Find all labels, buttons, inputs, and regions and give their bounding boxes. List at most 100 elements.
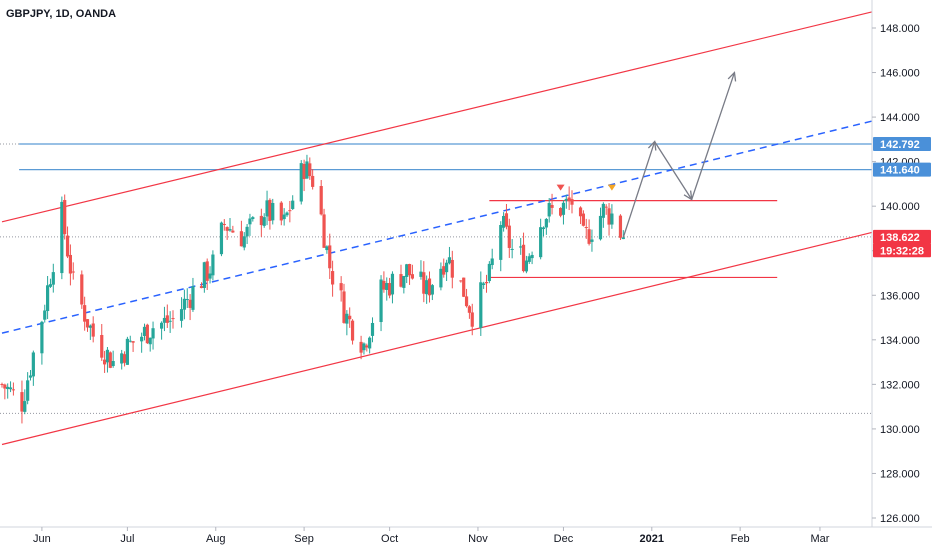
price-tag: [873, 136, 931, 151]
candle-body: [60, 201, 64, 274]
candle-body: [368, 337, 372, 349]
candle-body: [604, 206, 608, 208]
candle-body: [279, 202, 283, 221]
price-tick-label: 148.000: [880, 23, 920, 35]
candle-body: [510, 248, 514, 250]
candle-body: [219, 222, 224, 255]
candle-body: [245, 226, 249, 237]
projection-arrow-line: [654, 141, 693, 200]
candle-body: [607, 208, 611, 225]
candle-body: [262, 217, 266, 226]
time-tick-label: Nov: [468, 533, 488, 545]
candle-body: [504, 213, 509, 227]
candle-body: [322, 214, 326, 248]
candle-body: [499, 225, 503, 260]
candle-body: [299, 163, 303, 202]
candle-body: [168, 320, 172, 322]
candle-body: [390, 273, 395, 295]
countdown-label: 19:32:28: [880, 245, 924, 257]
candle-body: [442, 266, 446, 275]
candle-body: [100, 334, 104, 358]
price-tag: [873, 229, 931, 244]
price-tick-label: 146.000: [880, 68, 920, 80]
candle-body: [68, 254, 72, 274]
candle-body: [288, 210, 292, 212]
candle-body: [425, 280, 429, 295]
time-tick-label: Dec: [554, 533, 574, 545]
candle-body: [345, 313, 349, 324]
price-tick-label: 134.000: [880, 335, 920, 347]
candle-body: [462, 277, 466, 297]
candle-body: [490, 258, 494, 266]
candle-body: [331, 271, 335, 285]
price-tag-label: 141.640: [880, 165, 920, 177]
candle-body: [91, 323, 95, 337]
candle-body: [370, 322, 375, 336]
candle-body: [23, 401, 27, 412]
candle-body: [11, 389, 15, 391]
candle-body: [248, 218, 252, 225]
candle-body: [365, 345, 369, 348]
candle-body: [439, 268, 443, 288]
candle-body: [564, 198, 568, 201]
candle-body: [325, 246, 329, 251]
candle-body: [48, 284, 53, 287]
candle-body: [51, 272, 55, 285]
candle-body: [71, 271, 75, 273]
candle-body: [131, 341, 135, 343]
time-tick-label: Feb: [731, 533, 750, 545]
candle-body: [171, 318, 175, 320]
candle-body: [211, 254, 215, 276]
candle-body: [308, 163, 312, 177]
candle-body: [430, 285, 434, 295]
price-tick-label: 140.000: [880, 201, 920, 213]
candle-body: [120, 353, 124, 364]
candle-body: [362, 343, 366, 351]
candle-body: [447, 257, 452, 264]
candle-body: [105, 349, 110, 363]
candle-body: [205, 261, 209, 281]
candle-body: [527, 256, 531, 262]
candle-body: [618, 215, 623, 238]
candle-body: [268, 199, 272, 221]
candle-body: [140, 336, 144, 342]
candle-body: [530, 254, 534, 259]
candle-body: [328, 245, 332, 269]
price-tick-label: 128.000: [880, 468, 920, 480]
candle-body: [128, 340, 132, 342]
candle-body: [407, 263, 412, 276]
candle-body: [148, 337, 152, 345]
candle-body: [302, 163, 306, 180]
candle-body: [85, 319, 90, 328]
candle-body: [80, 274, 84, 305]
time-tick-label: Jul: [120, 533, 134, 545]
candle-body: [539, 227, 543, 258]
candle-body: [507, 225, 511, 248]
time-axis-background: [0, 527, 932, 550]
channel-upper-line: [1, 7, 889, 223]
price-tick-label: 136.000: [880, 290, 920, 302]
candle-body: [259, 215, 263, 226]
candle-body: [561, 202, 566, 215]
candle-body: [31, 352, 35, 377]
candle-body: [239, 231, 243, 247]
candle-body: [410, 274, 414, 279]
candle-body: [271, 202, 275, 221]
candle-body: [282, 214, 286, 220]
candle-body: [521, 244, 526, 272]
candle-body: [450, 259, 454, 278]
candle-body: [3, 384, 7, 389]
candle-body: [610, 213, 614, 225]
candle-body: [524, 260, 528, 272]
candle-body: [419, 271, 423, 277]
candle-body: [601, 203, 605, 218]
candle-body: [598, 215, 603, 240]
channel-mid-line: [1, 116, 889, 334]
candle-body: [305, 161, 309, 179]
candle-body: [550, 204, 554, 208]
candle-body: [385, 283, 389, 290]
candle-body: [405, 264, 409, 277]
candle-body: [470, 312, 474, 327]
